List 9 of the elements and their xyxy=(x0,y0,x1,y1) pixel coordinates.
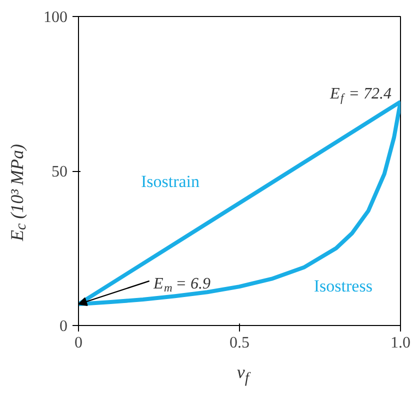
x-tick-label: 1.0 xyxy=(390,334,410,352)
y-tick-label: 50 xyxy=(52,164,68,180)
series-label: Isostress xyxy=(314,276,372,296)
y-tick-label: 100 xyxy=(44,9,68,26)
series-label: Isostrain xyxy=(140,172,200,191)
x-axis-title: ν$_{f}$ xyxy=(236,361,250,389)
x-tick-label: 0.5 xyxy=(230,334,250,352)
x-tick-label: 0 xyxy=(74,334,82,352)
y-tick-label: 0 xyxy=(60,318,68,335)
